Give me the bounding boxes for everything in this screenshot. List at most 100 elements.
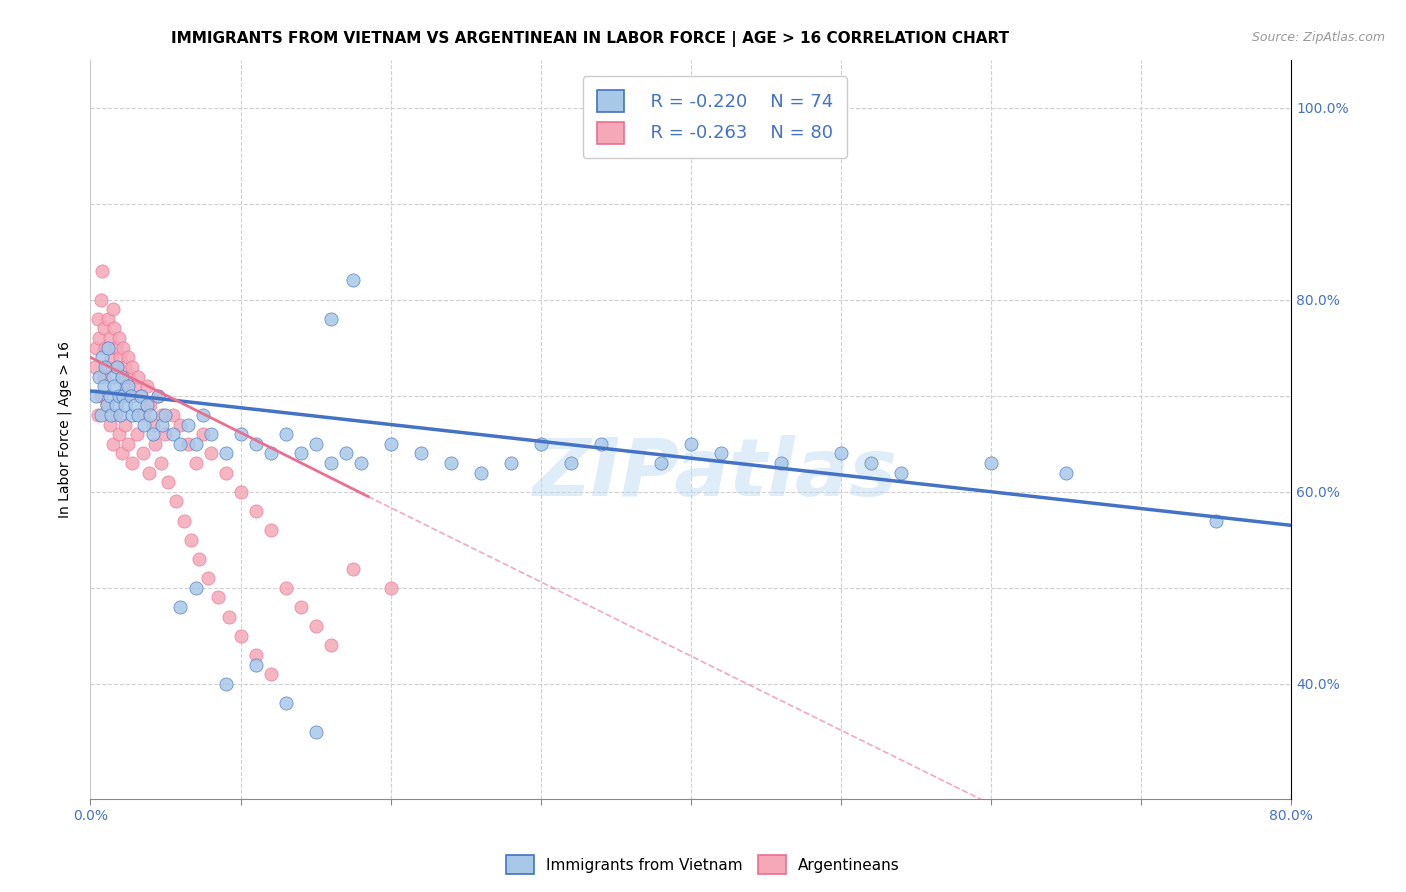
Point [245,436,267,450]
Point [155,408,177,422]
Point [380,581,402,595]
Point [111,446,134,460]
Point [90,293,112,307]
Point [101,436,124,450]
Point [86,389,108,403]
Point [245,657,267,672]
Point [108,427,131,442]
Point [214,466,236,480]
Point [101,369,124,384]
Point [107,359,129,374]
Point [184,456,207,470]
Point [97,312,120,326]
Point [124,379,146,393]
Point [304,619,326,633]
Point [560,456,582,470]
Point [342,561,364,575]
Point [146,389,169,403]
Point [274,581,297,595]
Point [259,523,281,537]
Legend: Immigrants from Vietnam, Argentineans: Immigrants from Vietnam, Argentineans [501,849,905,880]
Point [103,321,125,335]
Point [117,351,139,365]
Point [110,408,132,422]
Point [117,379,139,393]
Point [87,312,110,326]
Point [134,408,156,422]
Point [290,446,312,460]
Point [169,599,191,614]
Point [104,341,127,355]
Point [342,273,364,287]
Point [104,408,127,422]
Point [139,398,162,412]
Point [94,341,117,355]
Point [111,369,134,384]
Point [162,408,184,422]
Point [103,379,125,393]
Point [120,389,142,403]
Point [100,408,122,422]
Point [229,427,252,442]
Point [94,359,117,374]
Point [127,369,149,384]
Point [107,359,129,374]
Point [90,408,112,422]
Legend:   R = -0.220    N = 74,   R = -0.263    N = 80: R = -0.220 N = 74, R = -0.263 N = 80 [582,76,848,158]
Point [214,446,236,460]
Point [259,446,281,460]
Point [173,514,195,528]
Point [118,369,141,384]
Point [184,436,207,450]
Point [120,389,142,403]
Point [89,331,111,345]
Point [180,533,202,547]
Point [108,389,131,403]
Point [91,264,114,278]
Point [409,446,432,460]
Text: IMMIGRANTS FROM VIETNAM VS ARGENTINEAN IN LABOR FORCE | AGE > 16 CORRELATION CHA: IMMIGRANTS FROM VIETNAM VS ARGENTINEAN I… [172,31,1010,47]
Y-axis label: In Labor Force | Age > 16: In Labor Force | Age > 16 [58,341,72,518]
Point [191,427,214,442]
Point [132,446,155,460]
Point [96,398,118,412]
Point [200,427,222,442]
Point [274,427,297,442]
Point [111,369,134,384]
Point [93,379,115,393]
Point [149,456,172,470]
Point [187,552,209,566]
Point [197,571,219,585]
Point [96,359,118,374]
Point [679,436,702,450]
Point [218,609,240,624]
Text: ZIPatlas: ZIPatlas [533,434,897,513]
Point [259,667,281,681]
Point [90,389,112,403]
Point [207,591,229,605]
Point [200,446,222,460]
Point [96,398,118,412]
Point [112,341,135,355]
Point [138,466,160,480]
Point [470,466,492,480]
Point [115,379,138,393]
Point [229,484,252,499]
Point [319,639,342,653]
Point [136,379,159,393]
Point [98,389,121,403]
Point [152,417,174,432]
Point [710,446,733,460]
Point [101,302,124,317]
Point [93,321,115,335]
Point [87,408,110,422]
Point [155,427,177,442]
Point [530,436,553,450]
Point [165,494,187,508]
Point [304,436,326,450]
Point [97,341,120,355]
Point [114,417,136,432]
Point [112,389,135,403]
Point [191,408,214,422]
Point [127,408,149,422]
